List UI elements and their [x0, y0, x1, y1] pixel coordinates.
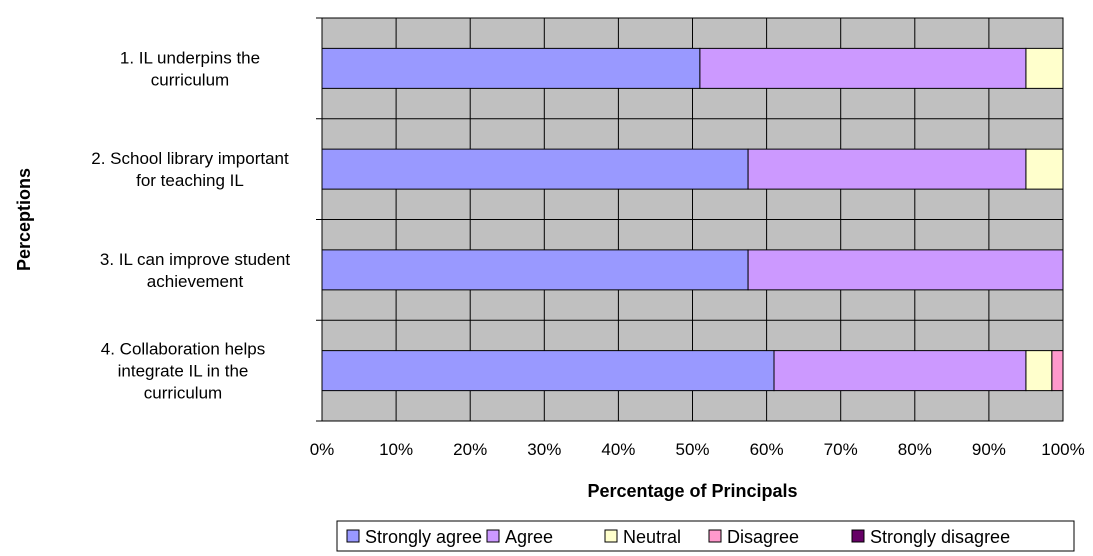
legend-box	[336, 520, 1075, 552]
bar-agree	[747, 249, 1064, 291]
x-tick-label: 40%	[601, 440, 635, 459]
bar-disagree	[1051, 350, 1064, 392]
bar-agree	[699, 47, 1027, 89]
category-label: 1. IL underpins the	[120, 48, 260, 67]
legend-swatch	[486, 529, 500, 543]
x-tick-label: 100%	[1041, 440, 1084, 459]
x-tick-label: 70%	[824, 440, 858, 459]
x-tick-label: 0%	[310, 440, 335, 459]
category-label: curriculum	[151, 70, 229, 89]
x-axis-title: Percentage of Principals	[587, 481, 797, 501]
category-label: curriculum	[144, 384, 222, 403]
category-label: 4. Collaboration helps	[101, 340, 265, 359]
x-tick-label: 80%	[898, 440, 932, 459]
x-tick-labels: 0% 10% 20% 30% 40% 50% 60% 70% 80% 90% 100%	[310, 440, 1085, 459]
bar-neutral	[1025, 350, 1053, 392]
y-axis-title: Perceptions	[14, 168, 34, 271]
category-label: for teaching IL	[136, 171, 244, 190]
x-tick-label: 10%	[379, 440, 413, 459]
category-label: integrate IL in the	[118, 362, 249, 381]
category-labels: 1. IL underpins the curriculum 2. School l…	[91, 48, 290, 402]
x-tick-label: 60%	[750, 440, 784, 459]
legend-label: Strongly disagree	[870, 527, 1010, 547]
category-label: 2. School library important	[91, 149, 289, 168]
legend-swatch	[708, 529, 722, 543]
x-tick-label: 30%	[527, 440, 561, 459]
axes	[316, 17, 323, 422]
x-tick-label: 20%	[453, 440, 487, 459]
legend-label: Neutral	[623, 527, 681, 547]
category-label: achievement	[147, 272, 244, 291]
bar-strongly-agree	[321, 148, 749, 190]
legend-label: Disagree	[727, 527, 799, 547]
legend-swatch	[346, 529, 360, 543]
legend-swatch	[604, 529, 618, 543]
category-label: 3. IL can improve student	[100, 250, 291, 269]
legend-label: Agree	[505, 527, 553, 547]
bar-agree	[747, 148, 1027, 190]
bar-strongly-agree	[321, 249, 749, 291]
legend-label: Strongly agree	[365, 527, 482, 547]
legend-swatch	[851, 529, 865, 543]
bar-strongly-agree	[321, 47, 701, 89]
bar-strongly-agree	[321, 350, 775, 392]
legend: Strongly agree Agree Neutral Disagree Strong…	[336, 520, 1075, 552]
bar-agree	[773, 350, 1027, 392]
bar-neutral	[1025, 148, 1064, 190]
x-tick-label: 50%	[675, 440, 709, 459]
bars	[321, 47, 1064, 392]
x-tick-label: 90%	[972, 440, 1006, 459]
bar-neutral	[1025, 47, 1064, 89]
